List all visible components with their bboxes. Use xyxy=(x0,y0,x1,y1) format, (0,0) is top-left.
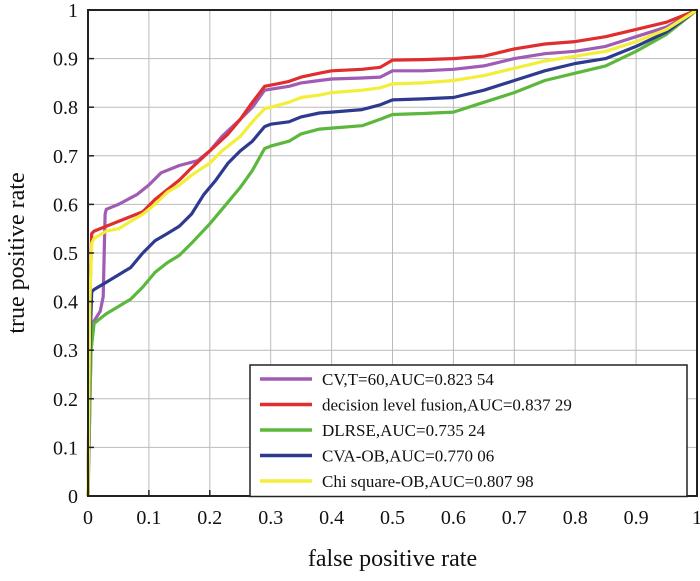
legend-label-0: CV,T=60,AUC=0.823 54 xyxy=(322,370,494,389)
axis-ticks: 0 0.1 0.2 0.3 0.4 0.5 0.6 0.7 0.8 0.9 1 0 0.1 0.2 0.3 0… xyxy=(53,0,700,529)
x-tick-label: 0.7 xyxy=(502,507,527,529)
y-tick-label: 0.7 xyxy=(53,146,78,168)
x-tick-label: 0.6 xyxy=(441,507,466,529)
x-tick-label: 0.2 xyxy=(197,507,222,529)
series-line-2 xyxy=(86,8,698,497)
y-tick-label: 1 xyxy=(68,0,78,22)
y-axis-title: true positive rate xyxy=(4,172,30,333)
legend-label-4: Chi square-OB,AUC=0.807 98 xyxy=(322,472,534,491)
x-tick-label: 0.4 xyxy=(319,507,344,529)
x-tick-label: 0.8 xyxy=(563,507,588,529)
y-tick-label: 0.2 xyxy=(53,389,78,411)
series-line-3 xyxy=(86,8,698,497)
y-tick-label: 0.4 xyxy=(53,292,78,314)
y-tick-label: 0.8 xyxy=(53,97,78,119)
x-tick-label: 0.9 xyxy=(624,507,649,529)
series-lines xyxy=(86,8,698,497)
x-tick-label: 0.1 xyxy=(136,507,161,529)
legend-label-3: CVA-OB,AUC=0.770 06 xyxy=(322,447,494,466)
series-line-0 xyxy=(86,8,698,497)
y-tick-label: 0.6 xyxy=(53,194,78,216)
x-tick-label: 0.5 xyxy=(380,507,405,529)
y-tick-label: 0.3 xyxy=(53,340,78,362)
y-tick-label: 0.5 xyxy=(53,243,78,265)
x-tick-label: 1 xyxy=(692,507,700,529)
series-line-1 xyxy=(86,8,698,497)
x-tick-label: 0.3 xyxy=(258,507,283,529)
y-tick-label: 0 xyxy=(68,486,78,508)
series-line-4 xyxy=(86,8,698,497)
x-tick-label: 0 xyxy=(83,507,93,529)
legend-label-2: DLRSE,AUC=0.735 24 xyxy=(322,421,486,440)
legend-box xyxy=(249,364,688,498)
legend-label-1: decision level fusion,AUC=0.837 29 xyxy=(322,396,572,415)
x-axis-title: false positive rate xyxy=(308,546,477,572)
y-tick-label: 0.9 xyxy=(53,49,78,71)
y-tick-label: 0.1 xyxy=(53,437,78,459)
legend: CV,T=60,AUC=0.823 54 decision level fusio… xyxy=(249,364,688,498)
